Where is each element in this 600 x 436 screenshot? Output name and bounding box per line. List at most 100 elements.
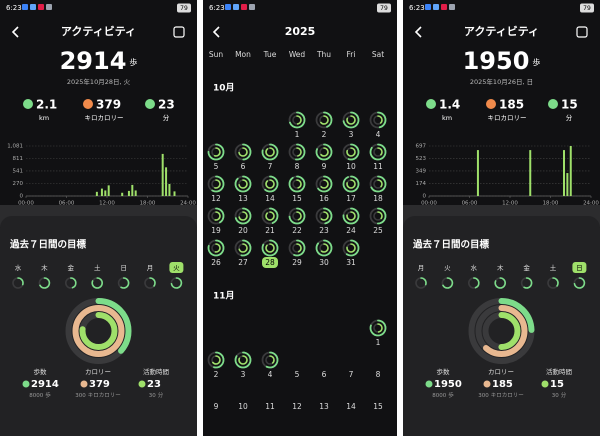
- day-number[interactable]: 12: [292, 402, 302, 411]
- day-number[interactable]: 5: [295, 370, 300, 379]
- day-number[interactable]: 13: [238, 194, 248, 203]
- ring-progress: [238, 147, 248, 157]
- day-number[interactable]: 16: [319, 194, 329, 203]
- ring-progress: [373, 115, 383, 125]
- ring-progress: [468, 277, 480, 289]
- day-number[interactable]: 14: [346, 402, 356, 411]
- bar: [529, 150, 532, 196]
- day-highlight: [572, 262, 587, 273]
- battery-level: 79: [180, 5, 188, 12]
- ring-progress: [211, 243, 221, 253]
- day-label[interactable]: 木: [497, 263, 504, 272]
- day-number[interactable]: 4: [376, 130, 381, 139]
- x-tick-label: 24:00: [583, 201, 599, 207]
- day-number[interactable]: 29: [292, 258, 302, 267]
- bar: [121, 192, 124, 196]
- day-number[interactable]: 28: [265, 258, 275, 267]
- ring-progress: [12, 277, 24, 289]
- y-tick-label: 811: [13, 156, 24, 162]
- day-number[interactable]: 1: [376, 338, 381, 347]
- day-number[interactable]: 11: [265, 402, 275, 411]
- day-label[interactable]: 火: [173, 264, 180, 272]
- ring-progress: [117, 277, 130, 289]
- day-number[interactable]: 26: [211, 258, 221, 267]
- stat-icon: [486, 99, 496, 109]
- day-number[interactable]: 7: [268, 162, 273, 171]
- day-number[interactable]: 14: [265, 194, 275, 203]
- day-number[interactable]: 10: [346, 162, 356, 171]
- goal-unit: キロカロリー: [88, 392, 121, 399]
- day-number[interactable]: 31: [346, 258, 356, 267]
- ring-progress: [238, 211, 248, 221]
- ring-progress: [369, 111, 387, 129]
- weekday: Fri: [347, 50, 356, 59]
- day-number[interactable]: 21: [265, 226, 275, 235]
- day-label[interactable]: 水: [471, 263, 478, 272]
- calendar-button[interactable]: [173, 26, 185, 38]
- day-number[interactable]: 23: [319, 226, 329, 235]
- day-number[interactable]: 3: [349, 130, 354, 139]
- day-number[interactable]: 30: [319, 258, 329, 267]
- day-number[interactable]: 19: [211, 226, 221, 235]
- ring-progress: [292, 211, 302, 221]
- day-number[interactable]: 18: [373, 194, 383, 203]
- day-number[interactable]: 9: [322, 162, 327, 171]
- back-button[interactable]: [414, 26, 422, 38]
- day-number[interactable]: 27: [238, 258, 248, 267]
- status-icon: [433, 4, 439, 10]
- day-number[interactable]: 15: [373, 402, 383, 411]
- calendar-button[interactable]: [576, 26, 588, 38]
- day-label[interactable]: 水: [15, 263, 22, 272]
- day-label[interactable]: 火: [444, 264, 451, 272]
- x-tick-label: 24:00: [180, 201, 196, 207]
- goal-value: 8000: [432, 393, 446, 399]
- day-number[interactable]: 2: [214, 370, 219, 379]
- day-label[interactable]: 木: [41, 263, 48, 272]
- ring-progress: [207, 143, 225, 161]
- day-number[interactable]: 10: [238, 402, 248, 411]
- weekday: Sun: [209, 50, 224, 59]
- ring-progress: [288, 207, 306, 225]
- day-number[interactable]: 25: [373, 226, 383, 235]
- day-number[interactable]: 5: [214, 162, 219, 171]
- day-label[interactable]: 金: [68, 263, 75, 272]
- day-label[interactable]: 土: [550, 263, 557, 272]
- day-number[interactable]: 20: [238, 226, 248, 235]
- day-number[interactable]: 24: [346, 226, 356, 235]
- metric-icon: [138, 380, 146, 388]
- back-button[interactable]: [11, 26, 19, 38]
- day-number[interactable]: 22: [292, 226, 302, 235]
- goal-ring: [482, 312, 521, 350]
- day-number[interactable]: 1: [295, 130, 300, 139]
- day-number[interactable]: 17: [346, 194, 356, 203]
- day-label[interactable]: 月: [147, 264, 154, 272]
- metric-goal: 8000 歩: [432, 391, 454, 399]
- day-number[interactable]: 12: [211, 194, 221, 203]
- day-number[interactable]: 9: [214, 402, 219, 411]
- back-button[interactable]: [212, 26, 220, 38]
- day-number[interactable]: 8: [376, 370, 381, 379]
- day-number[interactable]: 3: [241, 370, 246, 379]
- day-label[interactable]: 日: [120, 264, 127, 272]
- day-number[interactable]: 2: [322, 130, 327, 139]
- ring-progress: [342, 175, 360, 193]
- ring-progress: [207, 351, 225, 369]
- day-number[interactable]: 13: [319, 402, 329, 411]
- bar: [563, 150, 565, 196]
- day-number[interactable]: 4: [268, 370, 273, 379]
- ring-progress: [38, 277, 51, 289]
- day-number[interactable]: 7: [349, 370, 354, 379]
- goal-value: 30: [552, 393, 559, 399]
- day-number[interactable]: 8: [295, 162, 300, 171]
- day-number[interactable]: 6: [241, 162, 246, 171]
- day-number[interactable]: 11: [373, 162, 383, 171]
- day-label[interactable]: 土: [94, 263, 101, 272]
- day-number[interactable]: 6: [322, 370, 327, 379]
- goals-card: [0, 216, 197, 436]
- x-tick-label: 12:00: [99, 201, 115, 207]
- day-label[interactable]: 金: [523, 263, 530, 272]
- day-label[interactable]: 月: [418, 264, 425, 272]
- day-number[interactable]: 15: [292, 194, 302, 203]
- day-label[interactable]: 日: [576, 264, 583, 272]
